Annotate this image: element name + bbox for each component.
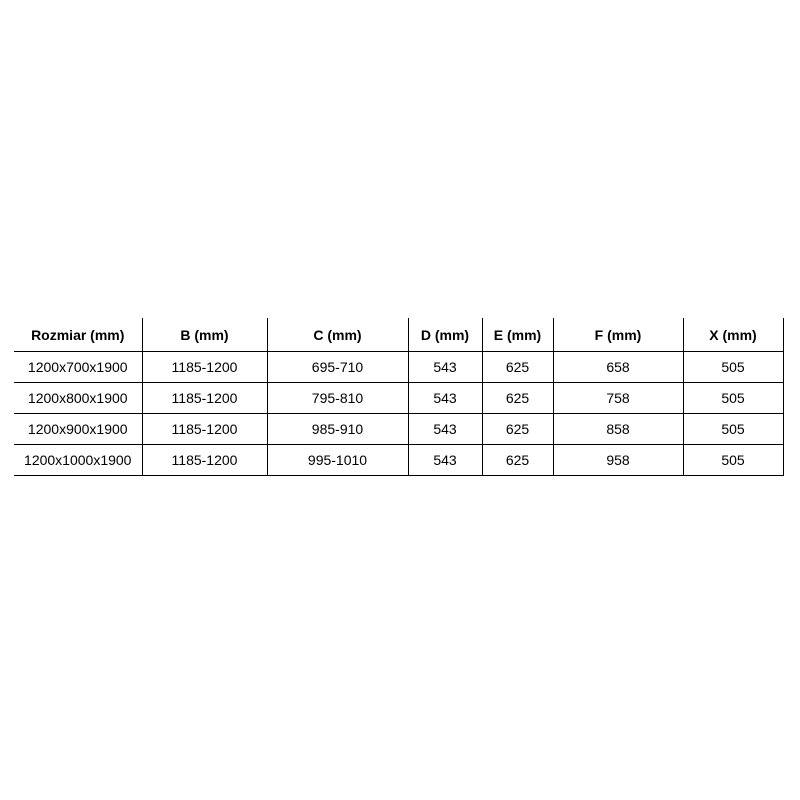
column-header: C (mm) (267, 318, 409, 352)
table-cell: 1200x900x1900 (14, 413, 143, 445)
table-row: 1200x900x1900 1185-1200 985-910 543 625 858 50… (14, 413, 784, 445)
table-cell: 505 (683, 444, 784, 476)
table-cell: 505 (683, 351, 784, 383)
table-cell: 858 (553, 413, 684, 445)
header-row: Rozmiar (mm) B (mm) C (mm) D (mm) E (mm) F (m… (14, 318, 784, 352)
table-cell: 758 (553, 382, 684, 414)
table-cell: 543 (408, 351, 483, 383)
table-cell: 1200x1000x1900 (14, 444, 143, 476)
column-header: B (mm) (142, 318, 268, 352)
table-cell: 543 (408, 382, 483, 414)
table-cell: 1185-1200 (142, 413, 268, 445)
table-cell: 505 (683, 413, 784, 445)
size-spec-table: Rozmiar (mm) B (mm) C (mm) D (mm) E (mm) F (m… (14, 318, 784, 476)
table-cell: 625 (482, 382, 554, 414)
column-header: X (mm) (683, 318, 784, 352)
table-cell: 625 (482, 351, 554, 383)
table-cell: 1200x700x1900 (14, 351, 143, 383)
table-cell: 1185-1200 (142, 382, 268, 414)
table-cell: 958 (553, 444, 684, 476)
table-cell: 625 (482, 444, 554, 476)
table-row: 1200x800x1900 1185-1200 795-810 543 625 758 50… (14, 382, 784, 414)
table-body: 1200x700x1900 1185-1200 695-710 543 625 658 50… (14, 351, 784, 476)
table-cell: 985-910 (267, 413, 409, 445)
table-cell: 695-710 (267, 351, 409, 383)
column-header: E (mm) (482, 318, 554, 352)
table-cell: 543 (408, 444, 483, 476)
table-cell: 625 (482, 413, 554, 445)
table-cell: 1185-1200 (142, 351, 268, 383)
table-cell: 795-810 (267, 382, 409, 414)
table-cell: 505 (683, 382, 784, 414)
table-cell: 543 (408, 413, 483, 445)
table-cell: 1185-1200 (142, 444, 268, 476)
table-cell: 658 (553, 351, 684, 383)
table-cell: 995-1010 (267, 444, 409, 476)
column-header: Rozmiar (mm) (14, 318, 143, 352)
column-header: F (mm) (553, 318, 684, 352)
table-row: 1200x1000x1900 1185-1200 995-1010 543 625 958… (14, 444, 784, 476)
table-row: 1200x700x1900 1185-1200 695-710 543 625 658 50… (14, 351, 784, 383)
table-cell: 1200x800x1900 (14, 382, 143, 414)
column-header: D (mm) (408, 318, 483, 352)
